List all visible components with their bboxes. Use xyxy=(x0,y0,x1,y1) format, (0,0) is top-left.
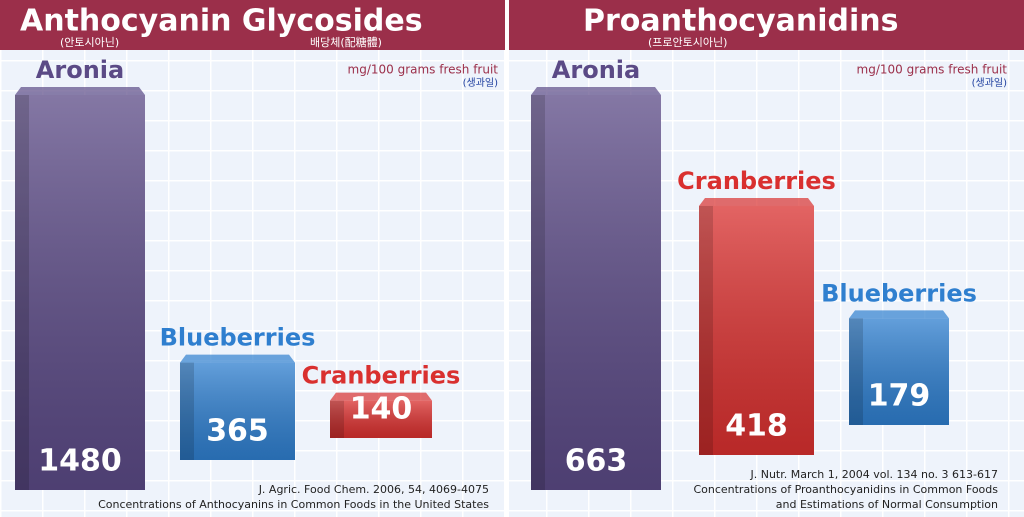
value-label: 140 xyxy=(350,392,413,427)
bar-shade xyxy=(849,318,949,425)
value-label: 663 xyxy=(565,444,628,479)
caption: Concentrations of Anthocyanins in Common… xyxy=(98,498,489,511)
bar-top xyxy=(330,392,432,401)
bar-side xyxy=(531,95,545,490)
header xyxy=(0,0,505,50)
unit-note: (생과일) xyxy=(972,77,1008,89)
bar-shade xyxy=(330,400,432,438)
bar-shade xyxy=(531,95,661,490)
bar-side xyxy=(330,400,344,438)
bar-shade xyxy=(180,362,295,460)
category-label: Cranberries xyxy=(677,167,836,195)
category-label: Aronia xyxy=(552,56,640,84)
bar-top xyxy=(699,197,814,206)
header xyxy=(509,0,1024,50)
caption: and Estimations of Normal Consumption xyxy=(776,498,998,511)
subtitle: (안토시아닌) xyxy=(60,36,119,49)
bar-top xyxy=(180,354,295,363)
title-note: 배당체(配糖體) xyxy=(310,35,382,49)
bar-shade xyxy=(15,95,145,490)
bar-top xyxy=(531,87,661,95)
unit: mg/100 grams fresh fruit xyxy=(857,63,1008,77)
category-label: Aronia xyxy=(36,56,124,84)
source: J. Nutr. March 1, 2004 vol. 134 no. 3 61… xyxy=(749,468,998,481)
unit: mg/100 grams fresh fruit xyxy=(348,63,499,77)
value-label: 1480 xyxy=(38,444,122,479)
bar-side xyxy=(15,95,29,490)
value-label: 179 xyxy=(868,379,931,414)
category-label: Blueberries xyxy=(821,279,977,307)
value-label: 418 xyxy=(725,409,788,444)
bar-top xyxy=(15,87,145,95)
category-label: Blueberries xyxy=(160,324,316,352)
caption: Concentrations of Proanthocyanidins in C… xyxy=(693,483,998,496)
bar-side xyxy=(699,205,713,455)
chart-title: Proanthocyanidins xyxy=(583,4,899,39)
bar-side xyxy=(180,362,194,460)
bar-top xyxy=(849,310,949,319)
chart-title: Anthocyanin Glycosides xyxy=(20,4,423,39)
bar-shade xyxy=(699,205,814,455)
category-label: Cranberries xyxy=(302,362,461,390)
unit-note: (생과일) xyxy=(463,77,499,89)
value-label: 365 xyxy=(206,414,269,449)
subtitle: (프로안토시아닌) xyxy=(648,36,727,49)
source: J. Agric. Food Chem. 2006, 54, 4069-4075 xyxy=(258,483,489,496)
bar-side xyxy=(849,318,863,425)
